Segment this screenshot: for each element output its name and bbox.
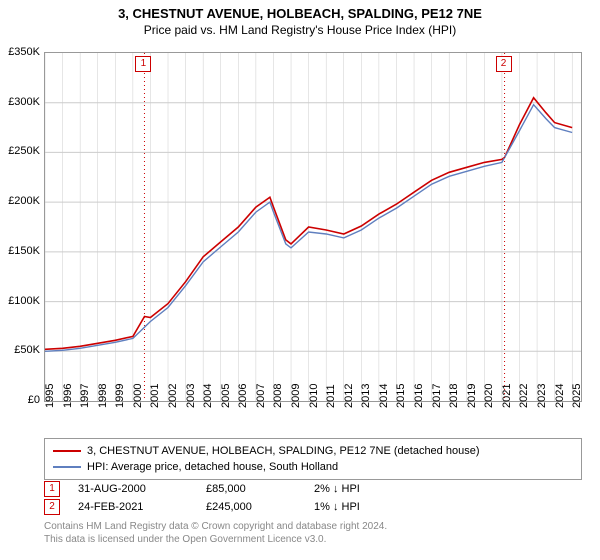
x-axis-tick: 2012 bbox=[343, 384, 355, 408]
x-axis-tick: 2011 bbox=[325, 384, 337, 408]
page-title: 3, CHESTNUT AVENUE, HOLBEACH, SPALDING, … bbox=[0, 0, 600, 21]
x-axis-tick: 2018 bbox=[448, 384, 460, 408]
x-axis-tick: 2024 bbox=[554, 384, 566, 408]
credit-line: This data is licensed under the Open Gov… bbox=[44, 533, 387, 546]
x-axis-tick: 2020 bbox=[483, 384, 495, 408]
x-axis-tick: 2013 bbox=[360, 384, 372, 408]
event-price: £245,000 bbox=[206, 501, 296, 513]
legend-label: HPI: Average price, detached house, Sout… bbox=[87, 461, 338, 473]
y-axis-tick: £50K bbox=[0, 344, 40, 356]
event-delta: 1% ↓ HPI bbox=[314, 501, 360, 513]
x-axis-tick: 1997 bbox=[79, 384, 91, 408]
x-axis-tick: 2006 bbox=[237, 384, 249, 408]
y-axis-tick: £250K bbox=[0, 145, 40, 157]
legend-item: 3, CHESTNUT AVENUE, HOLBEACH, SPALDING, … bbox=[53, 443, 573, 459]
x-axis-tick: 2022 bbox=[518, 384, 530, 408]
events-table: 1 31-AUG-2000 £85,000 2% ↓ HPI 2 24-FEB-… bbox=[44, 480, 360, 516]
x-axis-tick: 2016 bbox=[413, 384, 425, 408]
legend-swatch bbox=[53, 450, 81, 452]
chart-marker-icon: 2 bbox=[496, 56, 512, 72]
y-axis-tick: £200K bbox=[0, 195, 40, 207]
legend-swatch bbox=[53, 466, 81, 468]
x-axis-tick: 2004 bbox=[202, 384, 214, 408]
x-axis-tick: 1998 bbox=[97, 384, 109, 408]
credit-text: Contains HM Land Registry data © Crown c… bbox=[44, 520, 387, 546]
x-axis-tick: 2010 bbox=[308, 384, 320, 408]
x-axis-tick: 2014 bbox=[378, 384, 390, 408]
event-row: 2 24-FEB-2021 £245,000 1% ↓ HPI bbox=[44, 498, 360, 516]
x-axis-tick: 2015 bbox=[395, 384, 407, 408]
event-delta: 2% ↓ HPI bbox=[314, 483, 360, 495]
x-axis-tick: 2002 bbox=[167, 384, 179, 408]
x-axis-tick: 2025 bbox=[571, 384, 583, 408]
y-axis-tick: £350K bbox=[0, 46, 40, 58]
x-axis-tick: 2005 bbox=[220, 384, 232, 408]
legend-label: 3, CHESTNUT AVENUE, HOLBEACH, SPALDING, … bbox=[87, 445, 480, 457]
x-axis-tick: 2021 bbox=[501, 384, 513, 408]
x-axis-tick: 1996 bbox=[62, 384, 74, 408]
x-axis-tick: 2009 bbox=[290, 384, 302, 408]
legend-item: HPI: Average price, detached house, Sout… bbox=[53, 459, 573, 475]
x-axis-tick: 2000 bbox=[132, 384, 144, 408]
x-axis-tick: 1999 bbox=[114, 384, 126, 408]
x-axis-tick: 1995 bbox=[44, 384, 56, 408]
y-axis-tick: £0 bbox=[0, 394, 40, 406]
y-axis-tick: £300K bbox=[0, 96, 40, 108]
legend: 3, CHESTNUT AVENUE, HOLBEACH, SPALDING, … bbox=[44, 438, 582, 480]
event-row: 1 31-AUG-2000 £85,000 2% ↓ HPI bbox=[44, 480, 360, 498]
y-axis-tick: £100K bbox=[0, 295, 40, 307]
event-marker-icon: 2 bbox=[44, 499, 60, 515]
plot-svg bbox=[45, 53, 581, 401]
x-axis-tick: 2023 bbox=[536, 384, 548, 408]
event-price: £85,000 bbox=[206, 483, 296, 495]
x-axis-tick: 2001 bbox=[149, 384, 161, 408]
event-date: 24-FEB-2021 bbox=[78, 501, 188, 513]
y-axis-tick: £150K bbox=[0, 245, 40, 257]
chart-area bbox=[44, 52, 582, 402]
page-subtitle: Price paid vs. HM Land Registry's House … bbox=[0, 21, 600, 41]
credit-line: Contains HM Land Registry data © Crown c… bbox=[44, 520, 387, 533]
x-axis-tick: 2017 bbox=[431, 384, 443, 408]
x-axis-tick: 2003 bbox=[185, 384, 197, 408]
event-marker-icon: 1 bbox=[44, 481, 60, 497]
chart-marker-icon: 1 bbox=[135, 56, 151, 72]
event-date: 31-AUG-2000 bbox=[78, 483, 188, 495]
x-axis-tick: 2019 bbox=[466, 384, 478, 408]
x-axis-tick: 2007 bbox=[255, 384, 267, 408]
x-axis-tick: 2008 bbox=[272, 384, 284, 408]
